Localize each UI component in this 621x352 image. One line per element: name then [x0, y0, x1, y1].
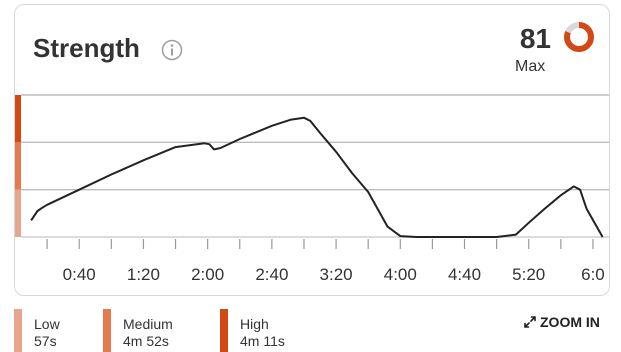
x-axis-ticks — [46, 239, 594, 249]
x-tick-label: 0:40 — [63, 265, 96, 284]
zoom-in-label: ZOOM IN — [540, 314, 600, 330]
info-icon[interactable] — [161, 39, 183, 61]
x-tick-label: 5:20 — [512, 265, 545, 284]
max-score-value: 81 — [519, 23, 551, 54]
legend-swatch-high — [220, 309, 228, 352]
expand-icon — [524, 316, 536, 328]
x-tick-label: 2:40 — [255, 265, 288, 284]
legend-time-medium: 4m 52s — [123, 333, 169, 349]
zone-bar — [15, 95, 21, 237]
strength-chart: 0:40 1:20 2:00 2:40 3:20 4:00 4:40 5:20 6:0 — [15, 94, 609, 284]
max-score-label: Max — [515, 58, 546, 75]
score-ring-icon — [564, 22, 594, 52]
zone-segment-medium — [15, 142, 21, 190]
x-tick-label: 6:0 — [581, 265, 605, 284]
legend-time-high: 4m 11s — [240, 333, 285, 349]
legend-label-high: High — [240, 316, 269, 332]
x-tick-label: 2:00 — [191, 265, 224, 284]
legend-label-medium: Medium — [123, 316, 173, 332]
card-title: Strength — [33, 33, 140, 63]
legend-time-low: 57s — [34, 333, 57, 349]
x-tick-label: 4:00 — [384, 265, 417, 284]
zoom-in-button[interactable]: ZOOM IN — [524, 314, 600, 330]
x-tick-label: 1:20 — [127, 265, 160, 284]
legend-swatch-medium — [103, 309, 111, 352]
legend-label-low: Low — [34, 316, 60, 332]
zone-segment-high — [15, 95, 21, 143]
legend-swatch-low — [14, 309, 22, 352]
x-tick-label: 3:20 — [320, 265, 353, 284]
x-tick-label: 4:40 — [448, 265, 481, 284]
x-axis-labels: 0:40 1:20 2:00 2:40 3:20 4:00 4:40 5:20 6:0 — [63, 265, 605, 284]
zone-segment-low — [15, 189, 21, 237]
strength-line — [30, 116, 604, 238]
strength-card: Strength 81 Max 0:40 1:20 2:00 2:40 3:20 4:00… — [14, 4, 610, 296]
chart-grid — [21, 94, 609, 238]
